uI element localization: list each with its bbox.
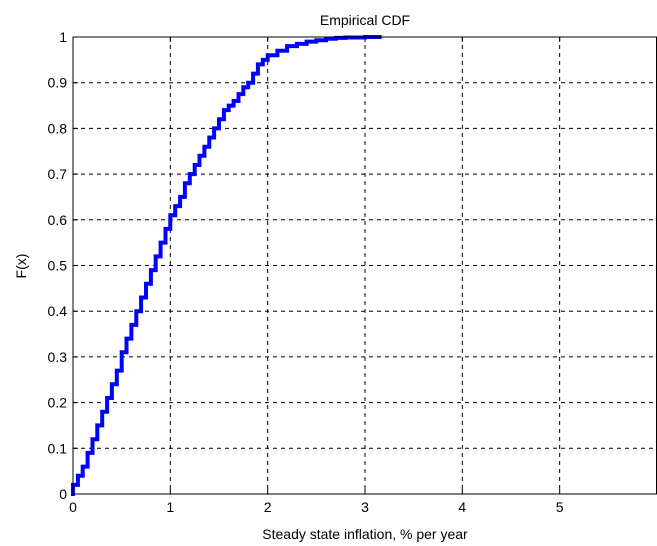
x-axis-label: Steady state inflation, % per year [262, 526, 468, 542]
ticks [72, 36, 561, 495]
y-tick-label: 0.9 [48, 75, 68, 91]
y-tick-label: 0.7 [48, 166, 68, 182]
y-tick-label: 1 [59, 29, 67, 45]
y-axis-label: F(x) [13, 254, 29, 279]
y-tick-label: 0.3 [48, 349, 68, 365]
y-tick-label: 0.1 [48, 440, 68, 456]
y-tick-label: 0.8 [48, 120, 68, 136]
grid [73, 37, 657, 494]
chart-title: Empirical CDF [320, 12, 410, 28]
y-tick-label: 0.2 [48, 395, 68, 411]
y-tick-label: 0 [59, 486, 67, 502]
y-tick-label: 0.6 [48, 212, 68, 228]
x-tick-label: 2 [264, 499, 272, 515]
ecdf-series-line [71, 35, 382, 496]
x-tick-label: 0 [69, 499, 77, 515]
x-tick-label: 5 [556, 499, 564, 515]
tick-labels: 0 1 2 3 4 5 0 0.1 0.2 0.3 0.4 0.5 0.6 0.7 0.8 0.9 1 [48, 29, 564, 515]
y-tick-label: 0.4 [48, 303, 68, 319]
x-tick-label: 4 [458, 499, 466, 515]
series-layer [71, 35, 382, 496]
x-tick-label: 3 [361, 499, 369, 515]
x-tick-label: 1 [166, 499, 174, 515]
y-tick-label: 0.5 [48, 258, 68, 274]
